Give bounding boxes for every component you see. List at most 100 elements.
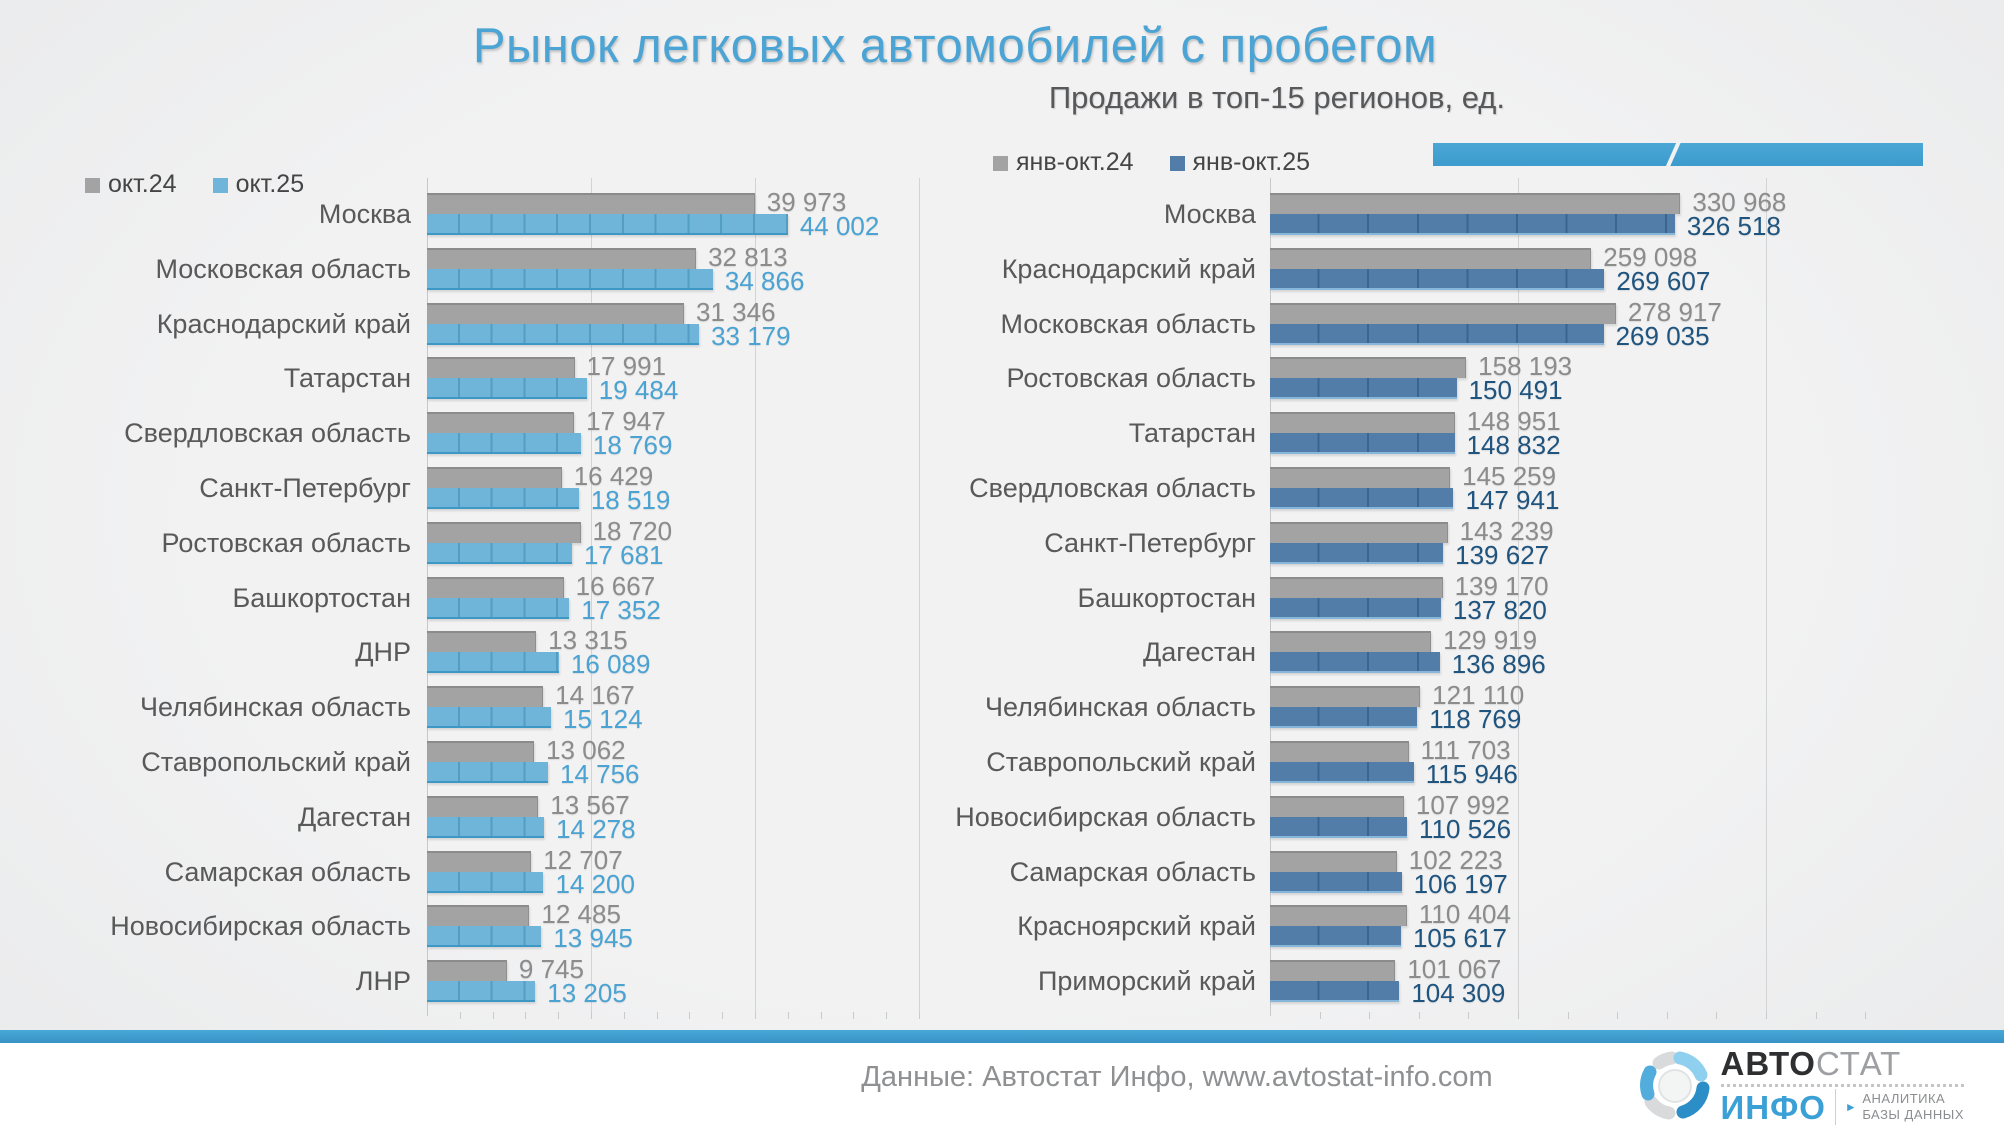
axis-minor-tick: [919, 1012, 920, 1019]
chart-row: Татарстан 17 991 19 484: [80, 352, 920, 407]
bar-окт-25: [427, 762, 548, 783]
value-label-окт-25: 14 200: [555, 868, 635, 899]
value-label-окт-24: 13 062: [546, 735, 626, 765]
bar-окт-24: [427, 686, 544, 708]
chart-monthly-sales: Москва 39 973 44 002 Московская область 32 8…: [80, 178, 920, 1019]
bar-окт-25: [427, 816, 545, 838]
value-label-янв-окт-24: 139 170: [1454, 570, 1549, 601]
value-label-янв-окт-24: 148 951: [1466, 406, 1561, 437]
value-label-окт-24: 31 346: [696, 296, 776, 327]
value-label-янв-окт-24: 145 259: [1462, 461, 1557, 491]
chart-ytd-sales: Москва 330 968 326 518 Краснодарский край 25…: [955, 178, 1890, 1019]
axis-minor-tick: [656, 1012, 658, 1019]
category-label: Свердловская область: [124, 418, 411, 449]
chart-row: Самарская область 12 707 14 200: [80, 846, 920, 901]
axis-minor-tick: [1567, 1012, 1569, 1019]
axis-minor-tick: [1815, 1012, 1817, 1019]
value-label-окт-25: 14 278: [556, 813, 636, 844]
chart-row: Московская область 278 917 269 035: [1000, 298, 1890, 353]
bar-янв-окт-25: [1270, 378, 1457, 400]
legend-label: янв-окт.25: [1192, 148, 1311, 176]
logo-text: АВТОСТАТ ИНФО ► АНАЛИТИКА БАЗЫ ДАННЫХ: [1720, 1045, 1964, 1125]
axis-minor-tick: [591, 1012, 592, 1019]
bar-окт-25: [427, 323, 700, 345]
bar-окт-25: [427, 378, 587, 400]
legend-ytd: янв-окт.24 янв-окт.25: [993, 148, 1310, 177]
category-label: Краснодарский край: [1001, 253, 1256, 284]
category-label: Башкортостан: [1077, 582, 1256, 613]
axis-minor-tick: [1666, 1012, 1668, 1019]
legend-label: янв-окт.24: [1016, 148, 1134, 176]
legend-monthly: окт.24 окт.25: [85, 170, 304, 199]
bar-окт-24: [427, 193, 755, 214]
value-label-окт-25: 16 089: [570, 649, 651, 680]
bar-янв-окт-25: [1270, 214, 1675, 235]
category-label: Краснодарский край: [156, 308, 411, 339]
data-source-text: Данные: Автостат Инфо, www.avtostat-info…: [861, 1061, 1493, 1093]
axis-minor-tick: [1716, 1012, 1718, 1019]
page-title: Рынок легковых автомобилей с пробегом: [472, 19, 1438, 73]
chart-row: Красноярский край 110 404 105 617: [1000, 900, 1890, 955]
chart-row: Ставропольский край 111 703 115 946: [986, 736, 1890, 791]
chart-row: Свердловская область 145 259 147 941: [969, 461, 1890, 517]
bar-янв-окт-24: [1270, 357, 1467, 379]
bar-окт-24: [427, 247, 697, 269]
category-label: Дагестан: [1142, 637, 1256, 668]
chart-row: Башкортостан 139 170 137 820: [1000, 572, 1890, 627]
bar-окт-24: [427, 302, 685, 324]
value-label-окт-25: 17 352: [581, 594, 661, 625]
bar-окт-25: [427, 981, 536, 1003]
bar-янв-окт-24: [1270, 741, 1409, 762]
value-label-окт-24: 13 567: [550, 789, 630, 820]
chart-row: Свердловская область 17 947 18 769: [80, 407, 920, 462]
bar-окт-24: [427, 850, 532, 872]
value-label-окт-25: 34 866: [724, 265, 805, 296]
axis-minor-tick: [1766, 1012, 1767, 1019]
bar-окт-25: [427, 542, 572, 564]
bar-янв-окт-24: [1270, 521, 1448, 543]
category-label: Приморский край: [1037, 966, 1256, 997]
bar-янв-окт-24: [1270, 193, 1681, 214]
bar-янв-окт-25: [1270, 707, 1418, 729]
value-label-янв-окт-24: 259 098: [1603, 241, 1698, 272]
legend-swatch-icon: [993, 156, 1008, 171]
chart-row: Новосибирская область 107 992 110 526: [955, 791, 1890, 846]
value-label-янв-окт-25: 137 820: [1452, 594, 1547, 625]
value-label-янв-окт-25: 269 607: [1616, 265, 1711, 296]
value-label-янв-окт-25: 105 617: [1412, 923, 1507, 954]
category-label: Самарская область: [1009, 856, 1256, 887]
bar-янв-окт-24: [1270, 467, 1451, 488]
gridline: [1766, 178, 1767, 1016]
value-label-янв-окт-25: 326 518: [1686, 211, 1781, 241]
bar-янв-окт-25: [1270, 488, 1454, 509]
value-label-янв-окт-24: 330 968: [1692, 187, 1787, 217]
bar-янв-окт-24: [1270, 247, 1592, 269]
axis-minor-tick: [623, 1012, 625, 1019]
category-label: Красноярский край: [1017, 911, 1256, 942]
chart-row: Новосибирская область 12 485 13 945: [80, 900, 920, 955]
axis-minor-tick: [755, 1012, 756, 1019]
value-label-янв-окт-24: 121 110: [1432, 680, 1525, 711]
bar-окт-24: [427, 795, 539, 817]
axis-minor-tick: [1617, 1012, 1619, 1019]
logo-dotted-divider: [1720, 1084, 1964, 1087]
logo-stat: СТАТ: [1815, 1045, 1902, 1082]
category-label: Новосибирская область: [955, 801, 1256, 832]
value-label-окт-24: 16 667: [575, 570, 656, 601]
bar-янв-окт-24: [1270, 576, 1443, 598]
axis-minor-tick: [787, 1012, 789, 1019]
value-label-окт-24: 13 315: [548, 625, 628, 656]
category-label: Самарская область: [164, 856, 411, 887]
bar-янв-окт-24: [1270, 686, 1421, 708]
axis-minor-tick: [459, 1012, 461, 1019]
value-label-янв-окт-24: 278 917: [1627, 296, 1722, 327]
value-label-янв-окт-25: 136 896: [1451, 649, 1546, 680]
axis-minor-tick: [1468, 1012, 1470, 1019]
value-label-окт-24: 9 745: [518, 954, 584, 985]
category-label: Московская область: [1000, 308, 1257, 339]
chart-row: Приморский край 101 067 104 309: [1000, 955, 1890, 1010]
category-label: Дагестан: [297, 801, 411, 832]
chart-row: Ростовская область 18 720 17 681: [80, 517, 920, 572]
gridline: [1518, 178, 1519, 1016]
